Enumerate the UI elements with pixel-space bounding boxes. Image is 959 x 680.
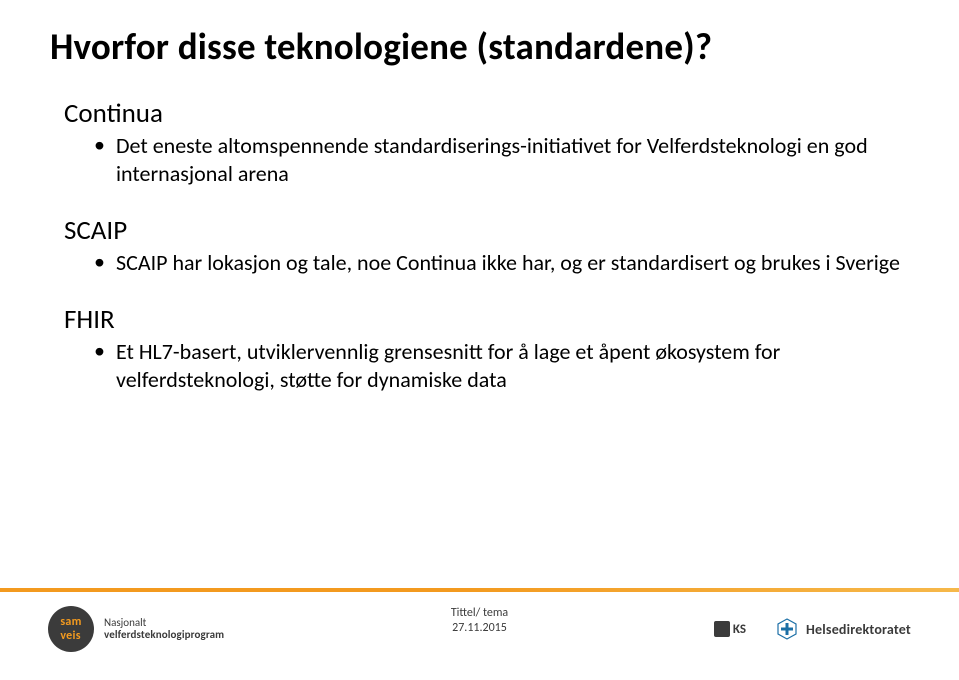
divider-line [0,588,959,592]
bullet-item: SCAIP har lokasjon og tale, noe Continua… [94,249,909,277]
slide: Hvorfor disse teknologiene (standardene)… [0,0,959,680]
footer-date: 27.11.2015 [451,621,508,635]
footer-right: KS Helsedirektoratet [714,618,911,640]
bullet-list: Det eneste altomspennende standardiserin… [94,132,909,188]
ks-shield-icon [714,621,730,637]
footer-title: Tittel/ tema [451,606,508,620]
section-label-scaip: SCAIP [64,214,909,247]
samveis-logo: samveis Nasjonalt velferdsteknologiprogr… [48,606,224,652]
helsedirektoratet-icon [776,618,798,640]
slide-body: Continua Det eneste altomspennende stand… [50,97,909,395]
section-label-fhir: FHIR [64,303,909,336]
helsedirektoratet-label: Helsedirektoratet [806,621,911,638]
samveis-text: Nasjonalt velferdsteknologiprogram [104,617,224,640]
bullet-list: Et HL7-basert, utviklervennlig grensesni… [94,338,909,394]
bullet-item: Et HL7-basert, utviklervennlig grensesni… [94,338,909,394]
footer: samveis Nasjonalt velferdsteknologiprogr… [0,588,959,680]
footer-center: Tittel/ tema 27.11.2015 [451,606,508,635]
footer-left: samveis Nasjonalt velferdsteknologiprogr… [48,606,224,652]
content-area: Hvorfor disse teknologiene (standardene)… [0,0,959,394]
samveis-line2: velferdsteknologiprogram [104,629,224,641]
samveis-mark-icon: samveis [48,606,94,652]
ks-label: KS [733,622,746,637]
bullet-list: SCAIP har lokasjon og tale, noe Continua… [94,249,909,277]
section-label-continua: Continua [64,97,909,130]
samveis-mark-text: samveis [60,615,81,643]
helsedirektoratet-logo: Helsedirektoratet [776,618,911,640]
ks-logo: KS [714,621,746,637]
slide-title: Hvorfor disse teknologiene (standardene)… [50,26,909,69]
bullet-item: Det eneste altomspennende standardiserin… [94,132,909,188]
